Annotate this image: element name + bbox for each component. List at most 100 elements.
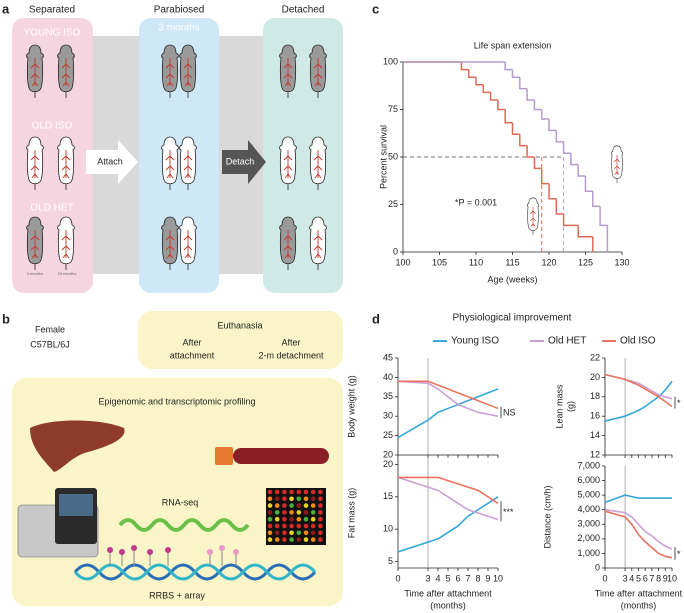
legend-label: Old ISO xyxy=(620,336,656,347)
y-tick-label: 16 xyxy=(590,411,600,421)
series-line xyxy=(604,373,673,400)
y-tick-label: 20 xyxy=(383,459,393,469)
x-tick-label: 10 xyxy=(493,573,503,583)
y-tick-label: 20 xyxy=(383,449,393,459)
survival-step xyxy=(562,214,579,227)
y-axis-label: Distance (cm/h) xyxy=(542,485,552,548)
array-spot xyxy=(282,523,287,529)
survival-step xyxy=(533,100,542,111)
array-spot xyxy=(310,496,316,502)
y-tick-label: 100 xyxy=(383,56,398,66)
array-spot xyxy=(274,530,280,536)
column-box xyxy=(139,18,219,293)
array-spot xyxy=(289,516,294,522)
series-line xyxy=(604,508,673,550)
series-line xyxy=(397,476,499,521)
y-axis-label: Lean mass xyxy=(554,384,564,429)
strain: C57BL/6J xyxy=(30,339,70,349)
column-box xyxy=(263,18,343,293)
significance-label: NS xyxy=(503,408,516,418)
survival-step xyxy=(592,191,601,208)
x-tick-label: 7 xyxy=(465,573,470,583)
array-spot xyxy=(310,489,316,495)
survival-step xyxy=(577,164,586,177)
profiling-title: Epigenomic and transcriptomic profiling xyxy=(98,396,255,406)
x-tick-label: 3 xyxy=(425,573,430,583)
y-tick-label: 35 xyxy=(383,391,393,401)
survival-step xyxy=(526,145,535,158)
array-spot xyxy=(310,523,316,529)
array-spot xyxy=(274,537,280,542)
y-tick-label: 40 xyxy=(383,372,393,382)
array-spot xyxy=(303,489,309,495)
survival-step xyxy=(533,157,542,170)
legend-label: Young ISO xyxy=(451,336,499,347)
array-spot xyxy=(289,496,294,502)
survival-step xyxy=(548,119,557,132)
x-tick-label: 3 xyxy=(623,573,628,583)
x-tick-label: 105 xyxy=(432,257,447,267)
series-line xyxy=(397,496,499,553)
group-label: YOUNG ISO xyxy=(24,28,81,39)
array-spot xyxy=(267,496,273,502)
x-tick-label: 6 xyxy=(643,573,648,583)
timepoint: attachment xyxy=(170,350,215,360)
array-spot xyxy=(267,516,273,522)
array-spot xyxy=(282,496,287,502)
dna-helix xyxy=(73,545,317,581)
x-tick-label: 130 xyxy=(614,257,629,267)
array-spot xyxy=(289,523,294,529)
array-spot xyxy=(267,489,273,495)
column-title: Detached xyxy=(282,5,325,16)
x-tick-label: 0 xyxy=(395,573,400,583)
detach-arrow xyxy=(222,140,266,184)
y-tick-label: 45 xyxy=(383,352,393,362)
array-spot xyxy=(289,489,294,495)
array-spot xyxy=(274,510,280,515)
euthanasia-title: Euthanasia xyxy=(217,320,262,330)
array-spot xyxy=(303,537,309,542)
array-spot xyxy=(289,510,294,515)
array-spot xyxy=(274,489,280,495)
x-tick-label: 10 xyxy=(667,573,677,583)
series-line xyxy=(604,380,673,422)
array-spot xyxy=(296,537,302,542)
array-spot xyxy=(318,503,323,508)
y-tick-label: 0 xyxy=(393,246,398,256)
significance-label: * xyxy=(677,398,681,408)
legend-label: Old HET xyxy=(548,336,586,347)
array-spot xyxy=(267,530,273,536)
column-title: Separated xyxy=(29,5,75,16)
survival-step xyxy=(519,134,528,147)
series-line xyxy=(398,476,499,504)
x-axis-label: (months) xyxy=(621,600,657,610)
x-tick-label: 115 xyxy=(505,257,519,267)
y-tick-label: 22 xyxy=(590,352,600,362)
panel-label: a xyxy=(2,1,10,16)
array-spot xyxy=(310,510,316,515)
x-tick-label: 7 xyxy=(649,573,654,583)
y-tick-label: 7,000 xyxy=(577,460,600,470)
array-spot xyxy=(267,510,273,515)
array-spot xyxy=(310,530,316,536)
x-tick-label: 9 xyxy=(485,573,490,583)
age-label: 20 months xyxy=(58,271,77,276)
timepoint: After xyxy=(182,337,201,347)
x-tick-label: 125 xyxy=(578,257,593,267)
blood-tube xyxy=(233,448,329,464)
survival-step xyxy=(504,109,513,124)
array-spot xyxy=(318,510,323,515)
array-spot xyxy=(318,489,323,495)
method-label: RNA-seq xyxy=(162,497,199,507)
array-spot xyxy=(289,537,294,542)
microarray-spots xyxy=(267,489,323,542)
array-spot xyxy=(274,503,280,508)
mouse-icon xyxy=(610,145,624,183)
array-spot xyxy=(310,503,316,508)
series-line xyxy=(604,494,672,504)
array-spot xyxy=(274,496,280,502)
survival-step xyxy=(511,69,520,78)
survival-step xyxy=(599,206,608,227)
